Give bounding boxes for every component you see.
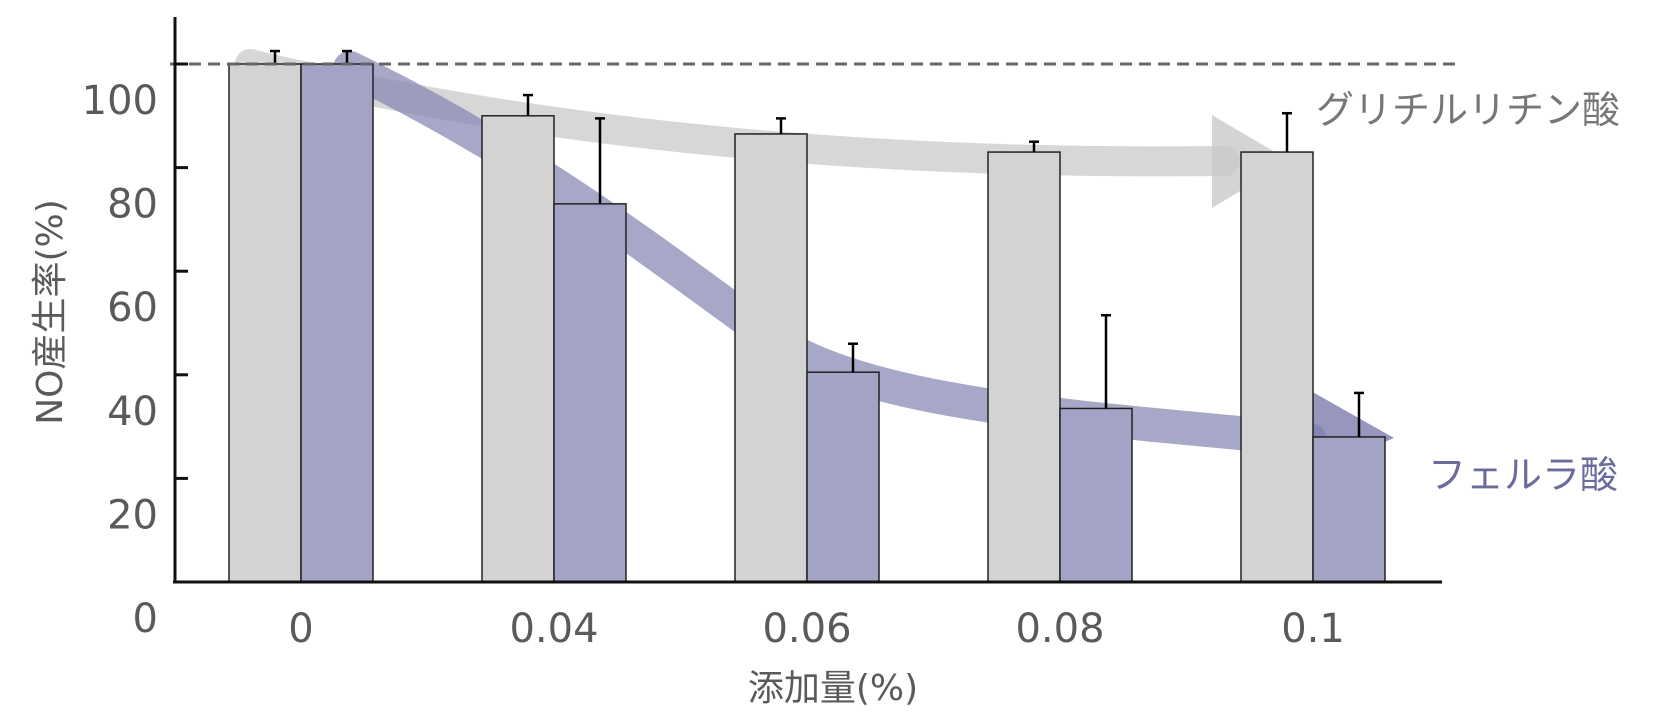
x-tick-label-3: 0.08 (1015, 606, 1104, 652)
bar-0-0 (228, 63, 302, 583)
bar-1-2 (806, 371, 880, 583)
series-label-glycyrrhizic-acid: グリチルリチン酸 (1316, 88, 1620, 132)
y-axis-title: NO産生率(%) (30, 199, 71, 425)
bar-1-1 (553, 203, 627, 583)
bar-1-4 (1312, 436, 1386, 583)
x-axis-title: 添加量(%) (748, 668, 918, 709)
y-tick-label-3: 60 (107, 285, 158, 331)
y-tick-label-1: 20 (107, 492, 158, 538)
x-tick-label-0: 0 (288, 606, 313, 652)
error-bars (270, 49, 1364, 437)
series-label-ferulic-acid: フェルラ酸 (1428, 453, 1618, 497)
x-tick-label-4: 0.1 (1281, 606, 1345, 652)
bars (228, 63, 1386, 583)
y-tick-label-5: 100 (82, 78, 158, 124)
bar-0-3 (987, 151, 1061, 583)
x-tick-label-2: 0.06 (762, 606, 851, 652)
y-tick-label-0: 0 (133, 596, 158, 642)
y-tick-label-2: 40 (107, 389, 158, 435)
bar-1-3 (1059, 407, 1133, 583)
bar-1-0 (300, 63, 374, 583)
x-ticks: 0 0.04 0.06 0.08 0.1 (288, 606, 1345, 652)
y-ticks: 0 20 40 60 80 100 (82, 62, 188, 642)
y-tick-label-4: 80 (107, 182, 158, 228)
x-tick-label-1: 0.04 (509, 606, 598, 652)
bar-0-2 (734, 133, 808, 583)
bar-0-1 (481, 115, 555, 583)
bar-0-4 (1240, 151, 1314, 583)
